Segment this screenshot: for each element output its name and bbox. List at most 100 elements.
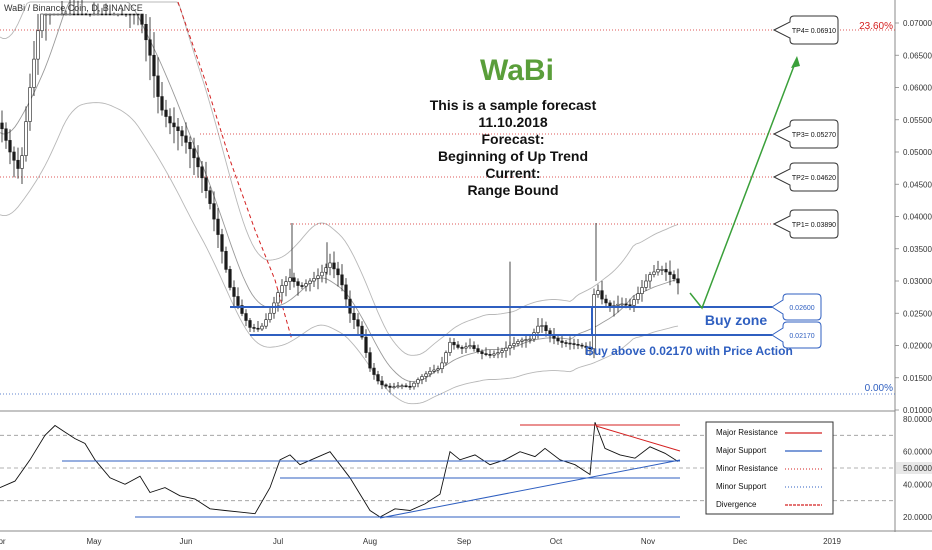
candle-body	[628, 304, 632, 307]
candle-body	[456, 344, 460, 348]
tp4-label: TP4= 0.06910	[792, 28, 836, 35]
tp2-callout	[772, 162, 839, 192]
candle-body	[560, 340, 564, 343]
candle-body	[180, 130, 184, 137]
legend-label-divergence: Divergence	[716, 500, 757, 509]
zone-lower-label: 0.02170	[789, 333, 814, 340]
forecast-arrow-head	[791, 56, 800, 68]
candle-body	[384, 384, 388, 387]
candle-body	[104, 13, 108, 16]
candle-body	[652, 271, 656, 275]
candle-body	[424, 373, 428, 377]
zone-lower-callout	[771, 321, 822, 349]
forecast-text-block: This is a sample forecast 11.10.2018 For…	[430, 97, 597, 198]
candle-body	[248, 320, 252, 328]
tp4-callout	[772, 15, 839, 45]
candle-body	[276, 292, 280, 304]
candle-body	[436, 368, 440, 371]
candle-body	[428, 370, 432, 375]
candle-body	[272, 302, 276, 314]
candle-body	[656, 269, 660, 273]
zone-upper-label: 0.02600	[789, 305, 814, 312]
buy-zone-label-bg	[702, 309, 770, 331]
rsi-trendline-support	[379, 459, 681, 519]
candle-body	[400, 385, 404, 388]
candle-body	[116, 13, 120, 16]
time-tick-label: Oct	[550, 537, 563, 546]
price-tick-label: 0.04500	[903, 180, 932, 189]
candle-body	[68, 13, 72, 16]
candle-body	[640, 287, 644, 294]
candle-body	[48, 13, 52, 16]
candle-body	[28, 87, 32, 122]
candle-body	[404, 385, 408, 388]
candle-body	[468, 345, 472, 348]
target-levels	[0, 29, 895, 395]
price-tick-label: 0.02000	[903, 342, 932, 351]
candle-body	[396, 385, 400, 388]
candle-body	[352, 312, 356, 320]
legend-label-minor-resistance: Minor Resistance	[716, 464, 778, 473]
candle-body	[164, 109, 168, 117]
candle-body	[576, 344, 580, 346]
candle-body	[672, 274, 676, 280]
candle-body	[520, 339, 524, 342]
forecast-line-5: Current:	[485, 165, 540, 181]
candle-body	[504, 347, 508, 351]
candle-body	[288, 277, 292, 282]
time-tick-label: Aug	[363, 537, 377, 546]
candle-body	[184, 135, 188, 143]
candle-body	[344, 284, 348, 300]
candle-body	[676, 278, 680, 284]
candle-body	[224, 251, 228, 270]
candle-body	[460, 347, 464, 349]
price-tick-label: 0.05500	[903, 116, 932, 125]
candle-body	[92, 13, 96, 16]
candle-body	[620, 303, 624, 306]
price-tick-label: 0.04000	[903, 213, 932, 222]
candle-body	[556, 338, 560, 342]
candle-body	[188, 142, 192, 150]
candle-body	[540, 325, 544, 327]
candle-body	[232, 287, 236, 297]
candle-body	[0, 122, 4, 130]
candle-body	[464, 346, 468, 349]
candle-body	[148, 39, 152, 56]
candle-body	[16, 159, 20, 169]
candle-body	[76, 13, 80, 16]
time-tick-label: 2019	[823, 537, 841, 546]
candle-body	[472, 345, 476, 349]
candle-body	[668, 271, 672, 275]
candle-body	[332, 262, 336, 270]
candle-body	[268, 312, 272, 320]
candle-body	[320, 271, 324, 277]
candle-body	[664, 269, 668, 273]
forecast-arrow	[689, 56, 800, 310]
candle-body	[112, 13, 116, 16]
time-tick-label: Nov	[641, 537, 655, 546]
lower-band	[0, 102, 679, 405]
candle-body	[284, 281, 288, 286]
time-tick-label: May	[86, 537, 101, 546]
axes: 0.07000 0.06500 0.06000 0.05500 0.05000 0.045…	[0, 19, 932, 546]
time-tick-label: Jun	[180, 537, 193, 546]
candle-body	[44, 13, 48, 16]
candle-body	[24, 121, 28, 156]
candle-body	[488, 354, 492, 356]
candle-body	[592, 294, 596, 350]
candle-body	[172, 122, 176, 128]
candle-body	[336, 268, 340, 276]
candle-body	[84, 13, 88, 16]
candle-body	[360, 325, 364, 338]
candle-body	[616, 303, 620, 306]
legend-label-major-support: Major Support	[716, 446, 767, 455]
candle-body	[160, 96, 164, 111]
candle-body	[316, 275, 320, 279]
candle-body	[368, 352, 372, 369]
candle-body	[144, 23, 148, 41]
candle-body	[580, 344, 584, 347]
candle-body	[508, 345, 512, 349]
candle-body	[140, 13, 144, 25]
candle-body	[136, 13, 140, 16]
candle-body	[280, 285, 284, 293]
